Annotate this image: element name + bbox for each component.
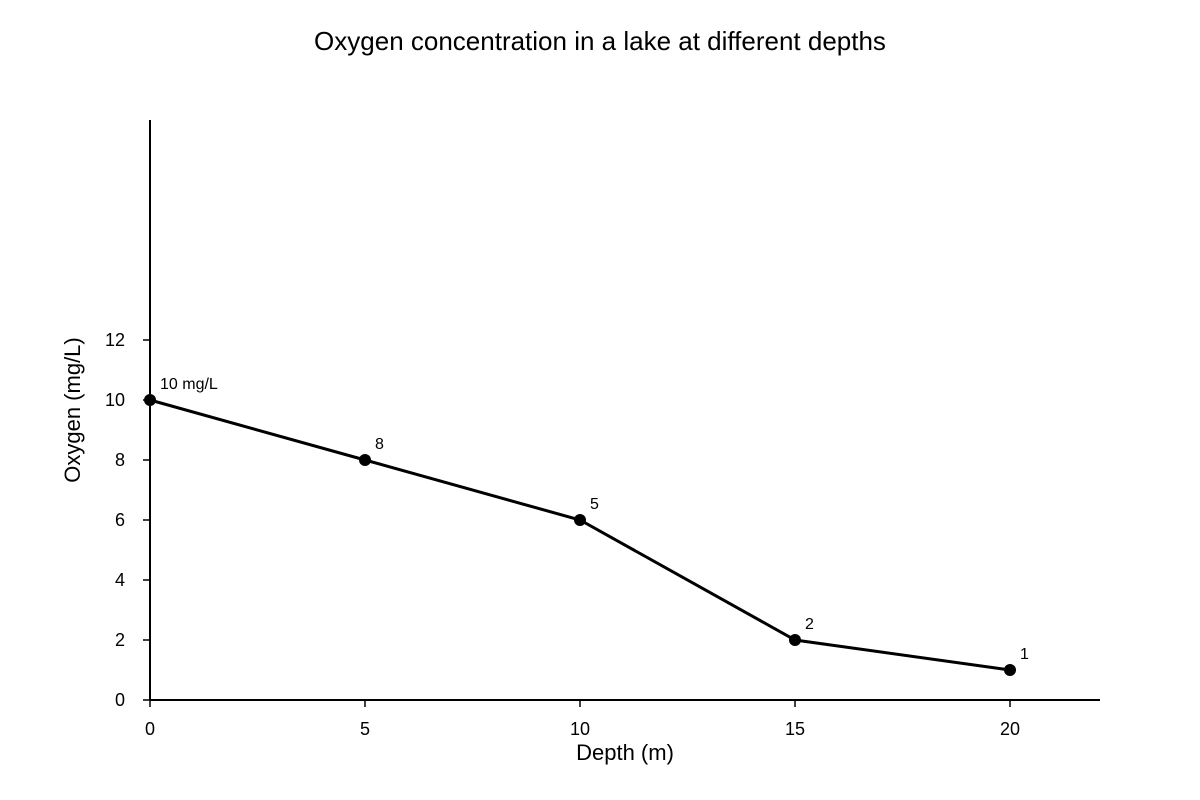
x-tick-label: 0 (145, 719, 155, 739)
series-line (149, 398, 1011, 672)
data-point (359, 454, 371, 466)
x-tick-label: 10 (570, 719, 590, 739)
y-tick-label: 10 (105, 390, 125, 410)
x-tick-label: 5 (360, 719, 370, 739)
y-tick-label: 0 (115, 690, 125, 710)
series-oxygen: 10 mg/L 8 5 2 1 (144, 376, 1029, 676)
data-point (789, 634, 801, 646)
x-axis-ticks: 0 5 10 15 20 (145, 700, 1020, 739)
data-label: 2 (805, 616, 814, 633)
data-label: 10 mg/L (160, 376, 218, 393)
y-axis-title: Oxygen (mg/L) (60, 337, 85, 483)
y-tick-label: 12 (105, 330, 125, 350)
data-point (144, 394, 156, 406)
x-tick-label: 15 (785, 719, 805, 739)
data-point (574, 514, 586, 526)
data-label: 1 (1020, 646, 1029, 663)
chart-title: Oxygen concentration in a lake at differ… (314, 26, 886, 56)
y-tick-label: 8 (115, 450, 125, 470)
y-tick-label: 6 (115, 510, 125, 530)
y-axis-ticks: 0 2 4 6 8 10 12 (105, 330, 150, 710)
data-label: 5 (590, 496, 599, 513)
y-tick-label: 4 (115, 570, 125, 590)
x-tick-label: 20 (1000, 719, 1020, 739)
data-label: 8 (375, 436, 384, 453)
x-axis-title: Depth (m) (576, 740, 674, 765)
y-tick-label: 2 (115, 630, 125, 650)
data-point (1004, 664, 1016, 676)
